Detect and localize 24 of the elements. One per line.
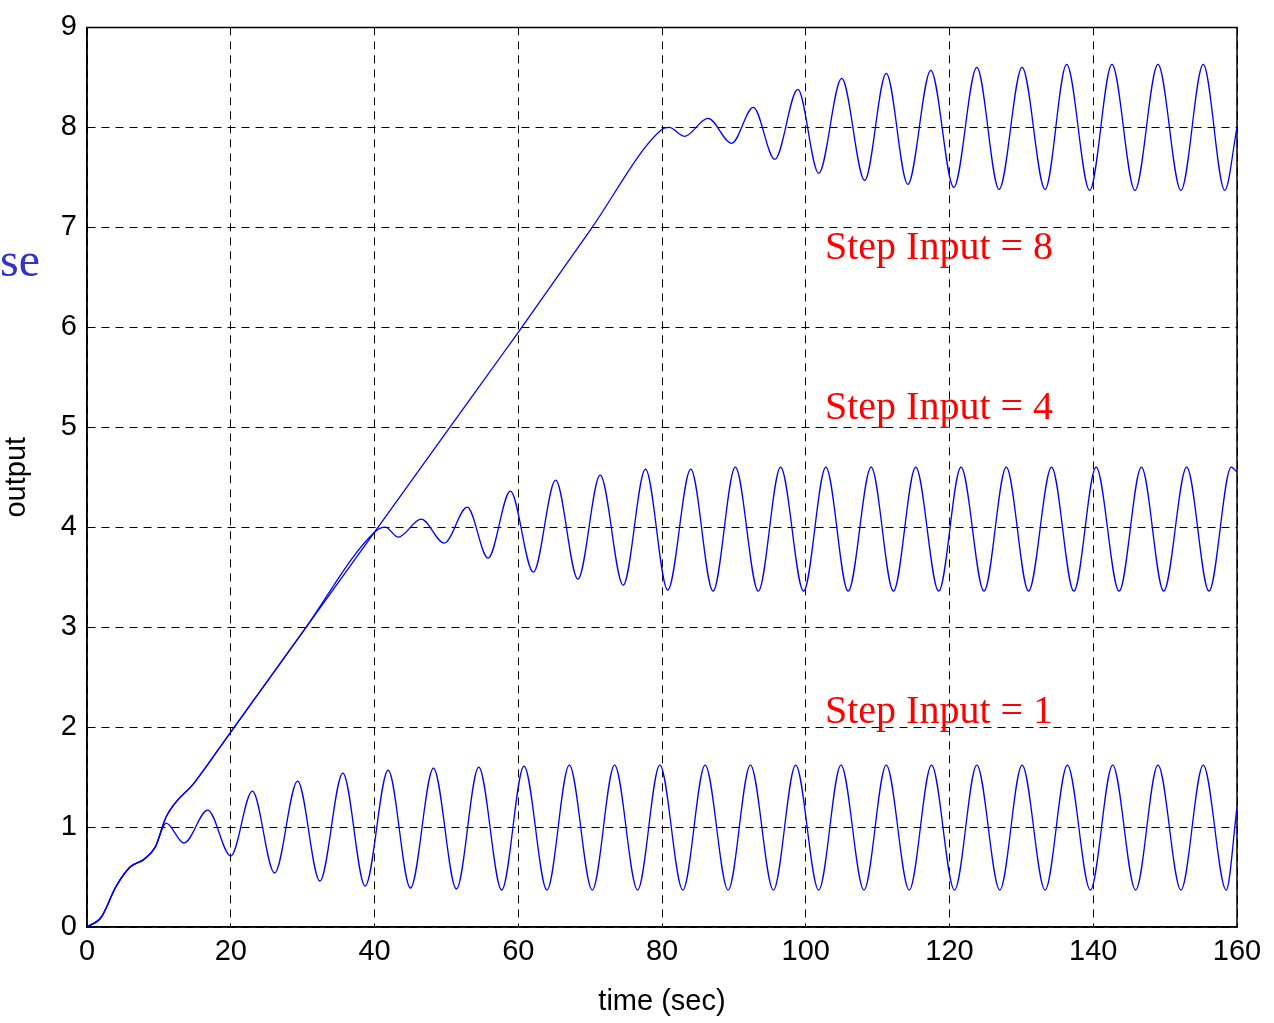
- y-tick-label: 0: [60, 909, 77, 941]
- y-tick-label: 2: [60, 709, 77, 742]
- y-tick-label: 9: [60, 9, 77, 42]
- y-tick-label: 6: [60, 309, 77, 342]
- x-tick-label: 80: [645, 934, 679, 967]
- text: se: [0, 233, 40, 286]
- x-tick-label: 120: [925, 934, 974, 967]
- annotation: Step Input = 4: [825, 383, 1054, 428]
- annotation: Step Input = 8: [825, 223, 1054, 268]
- x-tick-label: 40: [358, 934, 391, 967]
- y-tick-label: 4: [60, 509, 77, 542]
- x-tick-label: 60: [502, 934, 535, 967]
- y-tick-label: 7: [60, 209, 77, 242]
- y-tick-label: 1: [60, 809, 77, 842]
- x-tick-label: 160: [1212, 934, 1262, 967]
- x-tick-label: 100: [781, 934, 830, 967]
- y-tick-label: 3: [60, 609, 77, 642]
- x-tick-label: 20: [214, 934, 247, 967]
- y-tick-label: 5: [60, 409, 77, 442]
- y-axis-title: output: [0, 436, 32, 518]
- annotation: Step Input = 1: [825, 687, 1054, 732]
- x-tick-label: 140: [1069, 934, 1118, 967]
- y-tick-label: 8: [60, 109, 77, 142]
- x-axis-title: time (sec): [598, 983, 726, 1016]
